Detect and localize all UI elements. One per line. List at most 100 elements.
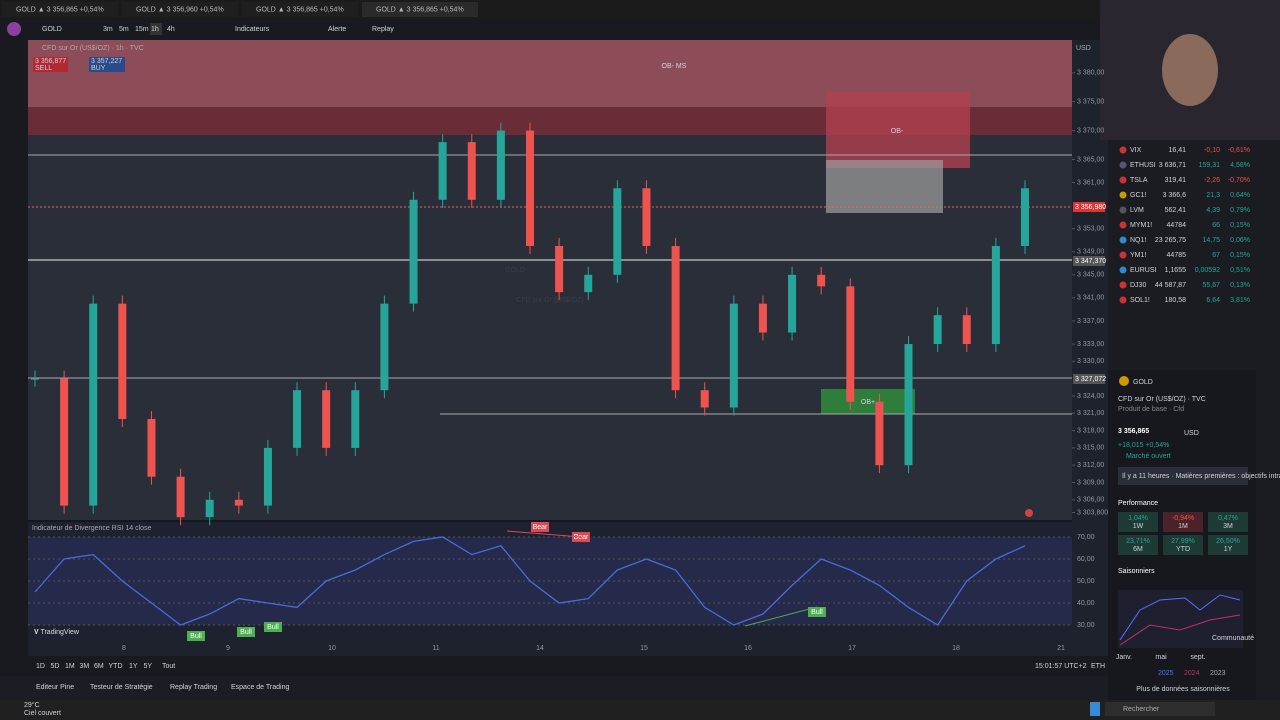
- date-label: 8: [122, 645, 126, 652]
- top-toolbar: [0, 19, 1100, 40]
- rsi-tick-label: 70,00: [1077, 534, 1095, 541]
- tab[interactable]: [242, 2, 358, 17]
- symbol-icon: [1119, 146, 1127, 154]
- watch-price: 23 265,75: [1155, 237, 1186, 244]
- candle: [642, 188, 651, 246]
- price-tag: [1073, 202, 1105, 212]
- candle: [263, 447, 272, 506]
- detail-symbol: GOLD: [1133, 379, 1153, 386]
- watch-percent: -0,61%: [1228, 147, 1250, 154]
- range-bar: [0, 656, 1108, 676]
- interval[interactable]: 15m: [135, 26, 149, 33]
- watch-symbol[interactable]: YM1!: [1130, 252, 1146, 259]
- perf-box: [1163, 535, 1203, 555]
- interval-active: [150, 23, 162, 35]
- bottom-tab[interactable]: Replay Trading: [170, 684, 217, 691]
- search-box[interactable]: [1105, 702, 1215, 716]
- seasonal-title: Saisonniers: [1118, 568, 1155, 575]
- candle: [322, 390, 331, 448]
- interval[interactable]: 1h: [151, 26, 159, 33]
- watch-percent: -0,70%: [1228, 177, 1250, 184]
- y-tick-label: 3 318,00: [1077, 427, 1104, 434]
- candle: [176, 476, 185, 518]
- date-label: 9: [226, 645, 230, 652]
- perf-box: [1163, 512, 1203, 532]
- watch-symbol[interactable]: MYM1!: [1130, 222, 1152, 229]
- range-button[interactable]: 5Y: [144, 663, 153, 670]
- chart-legend: CFD sur Or (US$/OZ) · 1h · TVC: [42, 45, 144, 52]
- watch-symbol[interactable]: GC1!: [1130, 192, 1146, 199]
- tab[interactable]: [362, 2, 478, 17]
- watch-symbol[interactable]: LVM: [1130, 207, 1144, 214]
- watch-symbol[interactable]: SOL1!: [1130, 297, 1150, 304]
- detail-name: CFD sur Or (US$/OZ) · TVC: [1118, 396, 1206, 403]
- candle: [409, 199, 418, 304]
- tab[interactable]: [122, 2, 238, 17]
- tab[interactable]: [2, 2, 118, 17]
- watch-symbol[interactable]: TSLA: [1130, 177, 1148, 184]
- range-button[interactable]: 1M: [65, 663, 75, 670]
- perf-box: [1118, 512, 1158, 532]
- weather-sub: Ciel couvert: [24, 710, 61, 717]
- month-label: Janv.: [1116, 654, 1132, 661]
- bottom-tab[interactable]: Espace de Trading: [231, 684, 289, 691]
- month-label: mai: [1155, 654, 1167, 661]
- candle: [700, 390, 709, 408]
- more-seasonal[interactable]: Plus de données saisonnières: [1136, 686, 1230, 693]
- rsi-line: [34, 536, 1026, 626]
- y-tick-label: 3 353,00: [1077, 225, 1104, 232]
- range-button[interactable]: YTD: [109, 663, 123, 670]
- watch-symbol[interactable]: NQ1!: [1130, 237, 1146, 244]
- perf-value: 23,71%: [1126, 538, 1150, 545]
- divergence-line: [506, 530, 582, 538]
- range-button[interactable]: 1Y: [129, 663, 138, 670]
- date-label: 11: [432, 645, 439, 652]
- range-button[interactable]: Tout: [162, 663, 175, 670]
- candle: [584, 274, 593, 293]
- price-tag-label: 3 347,370: [1075, 258, 1106, 265]
- tab-label: GOLD ▲ 3 356,865 +0,54%: [16, 6, 104, 13]
- perf-period: 6M: [1133, 546, 1143, 553]
- candle: [438, 142, 447, 200]
- watch-percent: 4,58%: [1230, 162, 1250, 169]
- watch-symbol[interactable]: EURUSI: [1130, 267, 1157, 274]
- range-button[interactable]: 6M: [94, 663, 104, 670]
- signal-label: Bull: [190, 633, 202, 640]
- interval[interactable]: 5m: [119, 26, 129, 33]
- signal-label: Bear: [574, 534, 589, 541]
- range-button[interactable]: 3M: [80, 663, 90, 670]
- indicators-button[interactable]: Indicateurs: [235, 26, 270, 33]
- tv-logo: 𝐕 TradingView: [34, 628, 80, 636]
- news-box[interactable]: [1118, 467, 1248, 485]
- watch-price: 3 366,6: [1163, 192, 1186, 199]
- interval[interactable]: 3m: [103, 26, 113, 33]
- ob-plus-box: [821, 389, 915, 414]
- replay-button[interactable]: Replay: [372, 26, 394, 33]
- bottom-tab[interactable]: Testeur de Stratégie: [90, 684, 153, 691]
- watch-change: 6,64: [1206, 297, 1220, 304]
- detail-change: +18,015 +0,54%: [1118, 442, 1169, 449]
- range-button[interactable]: 1D: [36, 663, 45, 670]
- alert-button[interactable]: Alerte: [328, 26, 346, 33]
- perf-period: 1W: [1133, 523, 1144, 530]
- watch-symbol[interactable]: VIX: [1130, 147, 1142, 154]
- range-button[interactable]: 5D: [51, 663, 60, 670]
- tab-label: GOLD ▲ 3 356,865 +0,54%: [376, 6, 464, 13]
- month-label: sept.: [1190, 654, 1205, 661]
- rsi-tick-label: 60,00: [1077, 556, 1095, 563]
- interval[interactable]: 4h: [167, 26, 175, 33]
- watch-symbol[interactable]: ETHUSI: [1130, 162, 1156, 169]
- candle: [351, 390, 360, 448]
- bottom-tab[interactable]: Editeur Pine: [36, 684, 74, 691]
- watch-symbol[interactable]: DJ30: [1130, 282, 1146, 289]
- sell-price: 3 356,877: [35, 58, 66, 65]
- perf-period: 1Y: [1224, 546, 1233, 553]
- buy-label: BUY: [91, 65, 106, 72]
- y-tick-label: 3 341,00: [1077, 295, 1104, 302]
- tab-label: GOLD ▲ 3 356,960 +0,54%: [136, 6, 224, 13]
- buy-box: [89, 57, 125, 72]
- date-label: 17: [848, 645, 856, 652]
- watch-price: 16,41: [1168, 147, 1186, 154]
